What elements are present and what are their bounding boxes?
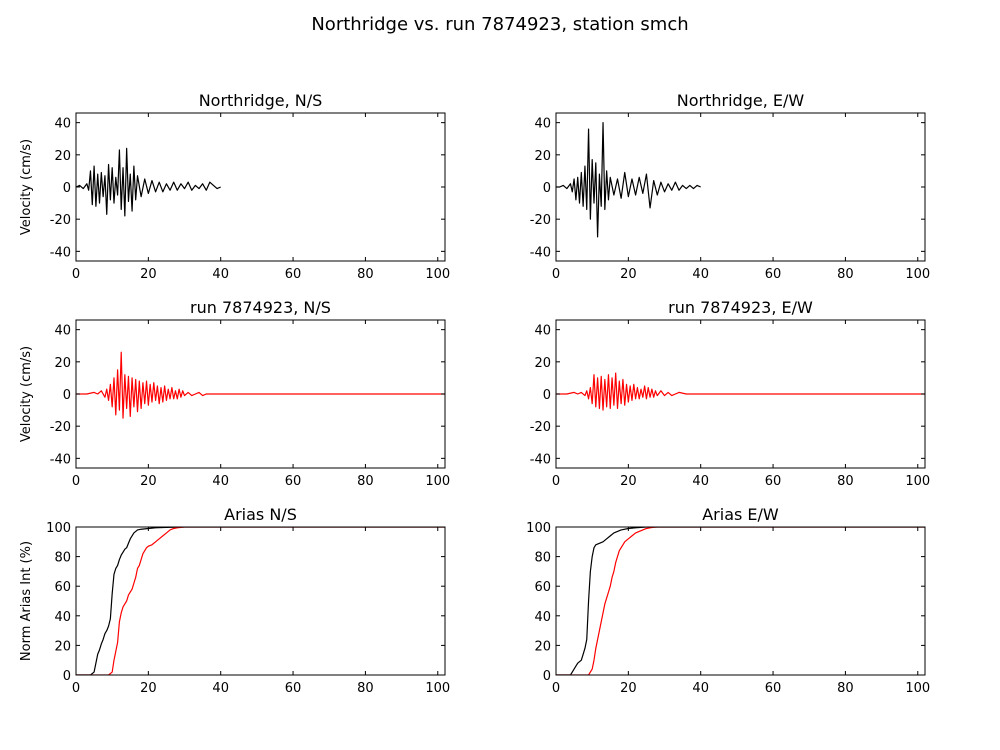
subplot-title: run 7874923, E/W xyxy=(668,298,813,317)
subplot-ns-velocity-simulated: 0 20 40 60 80 100 -40 -20 0 20 40 run 7874923, N/S V… xyxy=(19,298,450,489)
subplot-title: run 7874923, N/S xyxy=(190,298,331,317)
x-tick-label: 0 xyxy=(552,267,560,282)
y-tick-label: -20 xyxy=(50,213,71,228)
y-axis-label: Velocity (cm/s) xyxy=(19,346,34,442)
x-tick-label: 60 xyxy=(285,474,302,489)
y-tick-label: 40 xyxy=(534,610,551,625)
y-tick-label: 100 xyxy=(526,521,551,536)
x-tick-label: 20 xyxy=(140,681,157,696)
series-line-simulated xyxy=(76,527,445,675)
y-tick-label: 60 xyxy=(54,580,71,595)
x-tick-label: 100 xyxy=(905,267,930,282)
x-tick-label: 80 xyxy=(357,681,374,696)
x-tick-label: 40 xyxy=(212,474,229,489)
series-line-recorded xyxy=(556,527,925,675)
x-tick-label: 0 xyxy=(72,474,80,489)
x-tick-label: 80 xyxy=(837,267,854,282)
y-tick-label: 40 xyxy=(534,324,551,339)
subplot-title: Arias E/W xyxy=(702,505,779,524)
x-tick-label: 20 xyxy=(620,681,637,696)
y-tick-label: 0 xyxy=(543,181,551,196)
y-tick-label: 0 xyxy=(543,388,551,403)
x-tick-label: 20 xyxy=(140,267,157,282)
x-tick-label: 80 xyxy=(357,474,374,489)
subplot-ew-velocity-recorded: 0 20 40 60 80 100 -40 -20 0 20 40 Northridge, E/W xyxy=(530,91,930,282)
y-tick-label: -40 xyxy=(50,245,71,260)
series-line-recorded xyxy=(76,147,221,217)
y-axis-label: Norm Arias Int (%) xyxy=(19,541,34,661)
subplot-title: Northridge, E/W xyxy=(677,91,805,110)
x-tick-label: 100 xyxy=(425,681,450,696)
y-tick-label: -20 xyxy=(50,420,71,435)
x-tick-label: 20 xyxy=(140,474,157,489)
y-tick-label: -40 xyxy=(530,452,551,467)
y-tick-label: 0 xyxy=(543,669,551,684)
x-tick-label: 100 xyxy=(425,474,450,489)
y-tick-label: 0 xyxy=(63,181,71,196)
y-tick-label: 20 xyxy=(534,639,551,654)
series-line-recorded xyxy=(556,122,701,238)
x-tick-label: 0 xyxy=(552,474,560,489)
axes-frame xyxy=(75,526,446,676)
x-tick-label: 40 xyxy=(692,267,709,282)
subplot-ew-velocity-simulated: 0 20 40 60 80 100 -40 -20 0 20 40 run 7874923, E/W xyxy=(530,298,930,489)
y-axis-label: Velocity (cm/s) xyxy=(19,139,34,235)
subplot-title: Arias N/S xyxy=(224,505,297,524)
y-tick-label: 0 xyxy=(63,669,71,684)
x-tick-label: 0 xyxy=(552,681,560,696)
x-tick-label: 100 xyxy=(905,474,930,489)
y-tick-label: -20 xyxy=(530,420,551,435)
y-tick-label: 20 xyxy=(54,639,71,654)
x-tick-label: 60 xyxy=(765,681,782,696)
y-tick-label: 40 xyxy=(534,117,551,132)
y-tick-label: 80 xyxy=(54,551,71,566)
y-tick-label: 80 xyxy=(534,551,551,566)
y-tick-label: 20 xyxy=(54,149,71,164)
x-tick-label: 0 xyxy=(72,267,80,282)
axes-frame xyxy=(555,526,926,676)
series-line-simulated xyxy=(556,527,925,675)
y-tick-label: 20 xyxy=(534,149,551,164)
figure-title: Northridge vs. run 7874923, station smch xyxy=(311,14,688,35)
y-tick-label: 20 xyxy=(534,356,551,371)
subplot-ns-arias: 0 20 40 60 80 100 0 20 40 60 80 100 Arias N/S Norm Ar… xyxy=(19,505,450,696)
x-tick-label: 0 xyxy=(72,681,80,696)
subplot-ew-arias: 0 20 40 60 80 100 0 20 40 60 80 100 Arias E/W xyxy=(526,505,930,696)
subplot-title: Northridge, N/S xyxy=(199,91,323,110)
y-tick-label: 60 xyxy=(534,580,551,595)
x-tick-label: 80 xyxy=(837,681,854,696)
y-tick-label: 40 xyxy=(54,324,71,339)
x-tick-label: 60 xyxy=(765,474,782,489)
x-tick-label: 40 xyxy=(212,267,229,282)
subplot-ns-velocity-recorded: 0 20 40 60 80 100 -40 -20 0 20 40 Northridge, N/S Ve… xyxy=(19,91,450,282)
x-tick-label: 60 xyxy=(765,267,782,282)
x-tick-label: 60 xyxy=(285,267,302,282)
y-tick-label: 40 xyxy=(54,117,71,132)
y-tick-label: 20 xyxy=(54,356,71,371)
y-tick-label: -40 xyxy=(50,452,71,467)
x-tick-label: 80 xyxy=(357,267,374,282)
x-tick-label: 40 xyxy=(212,681,229,696)
x-tick-label: 40 xyxy=(692,681,709,696)
y-tick-label: -20 xyxy=(530,213,551,228)
y-tick-label: 40 xyxy=(54,610,71,625)
x-tick-label: 100 xyxy=(425,267,450,282)
x-tick-label: 40 xyxy=(692,474,709,489)
x-tick-label: 20 xyxy=(620,267,637,282)
series-line-simulated xyxy=(556,372,925,411)
y-tick-label: -40 xyxy=(530,245,551,260)
axes-frame xyxy=(555,112,926,262)
series-line-simulated xyxy=(76,351,445,419)
x-tick-label: 100 xyxy=(905,681,930,696)
x-tick-label: 60 xyxy=(285,681,302,696)
x-tick-label: 80 xyxy=(837,474,854,489)
y-tick-label: 100 xyxy=(46,521,71,536)
series-line-recorded xyxy=(76,527,445,675)
x-tick-label: 20 xyxy=(620,474,637,489)
y-tick-label: 0 xyxy=(63,388,71,403)
